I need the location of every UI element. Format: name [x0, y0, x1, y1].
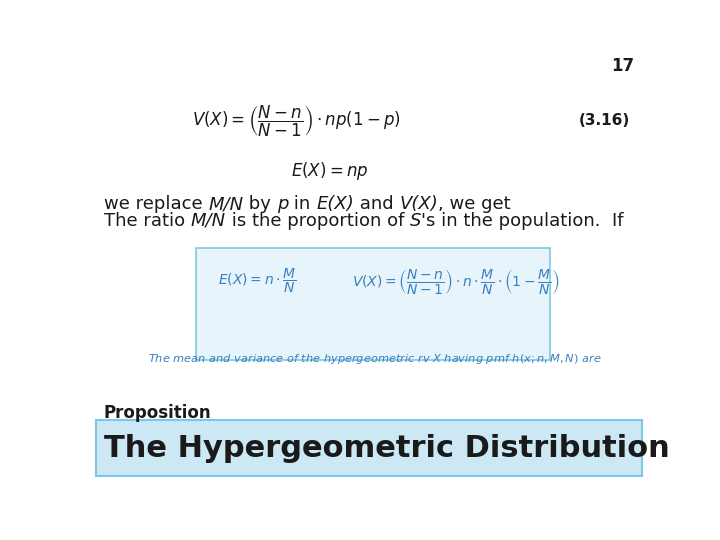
Text: is the proportion of: is the proportion of: [226, 212, 410, 230]
Text: Proposition: Proposition: [104, 404, 212, 422]
Text: in: in: [289, 195, 317, 213]
Text: The Hypergeometric Distribution: The Hypergeometric Distribution: [104, 434, 670, 463]
Text: The ratio: The ratio: [104, 212, 191, 230]
Text: S: S: [410, 212, 421, 230]
Text: (3.16): (3.16): [578, 113, 629, 129]
Text: M/N: M/N: [208, 195, 243, 213]
Text: p: p: [277, 195, 289, 213]
Text: M/N: M/N: [191, 212, 226, 230]
Text: and: and: [354, 195, 400, 213]
Text: by: by: [243, 195, 277, 213]
Text: V(X): V(X): [400, 195, 438, 213]
FancyBboxPatch shape: [96, 420, 642, 476]
FancyBboxPatch shape: [196, 248, 550, 360]
Text: 's in the population.  If: 's in the population. If: [421, 212, 624, 230]
Text: we replace: we replace: [104, 195, 208, 213]
Text: E(X): E(X): [317, 195, 354, 213]
Text: , we get: , we get: [438, 195, 511, 213]
Text: $E(X) = np$: $E(X) = np$: [291, 160, 369, 182]
Text: $V(X) = \left(\dfrac{N-n}{N-1}\right) \cdot np(1-p)$: $V(X) = \left(\dfrac{N-n}{N-1}\right) \c…: [192, 103, 401, 139]
Text: $V(X) = \left(\dfrac{N-n}{N-1}\right) \cdot n \cdot \dfrac{M}{N} \cdot \left(1 -: $V(X) = \left(\dfrac{N-n}{N-1}\right) \c…: [351, 267, 559, 295]
Text: The mean and variance of the hypergeometric rv $X$ having pmf $h(x; n, M, N)$ ar: The mean and variance of the hypergeomet…: [148, 352, 601, 366]
Text: 17: 17: [611, 57, 634, 75]
Text: $E(X) = n \cdot \dfrac{M}{N}$: $E(X) = n \cdot \dfrac{M}{N}$: [218, 267, 297, 295]
